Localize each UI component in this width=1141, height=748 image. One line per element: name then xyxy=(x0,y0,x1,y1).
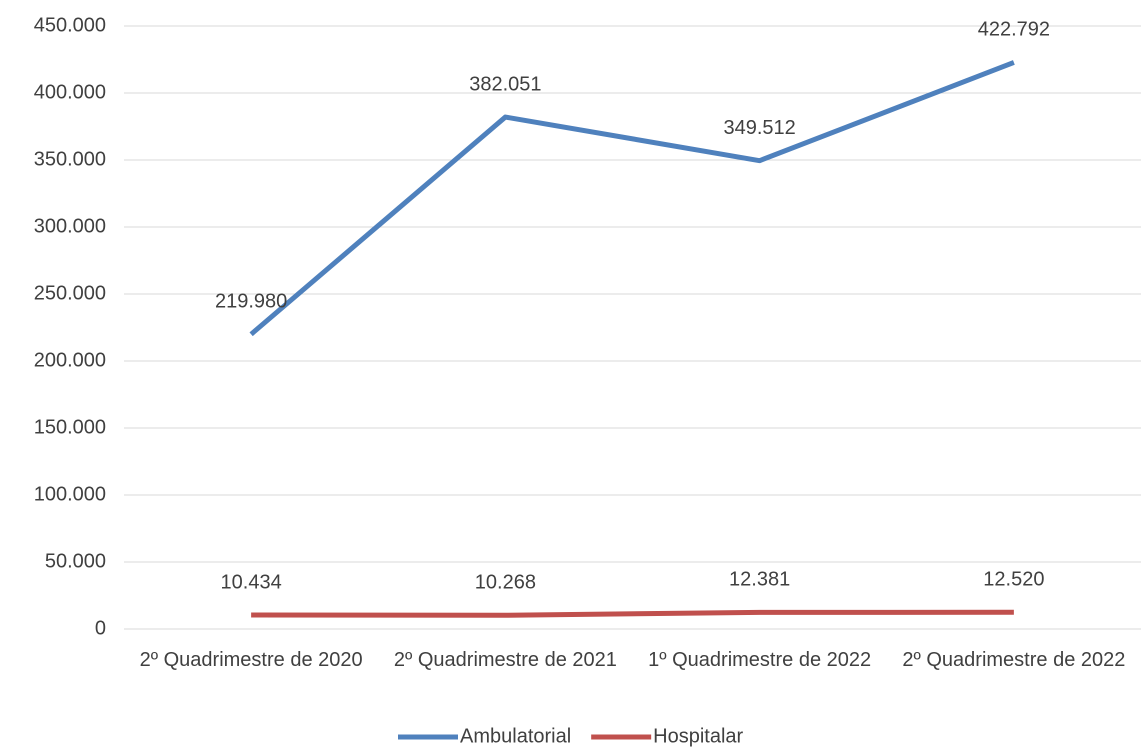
y-tick-label: 250.000 xyxy=(34,282,106,304)
legend-label: Hospitalar xyxy=(653,725,743,747)
data-label: 12.381 xyxy=(729,569,790,591)
y-tick-label: 100.000 xyxy=(34,483,106,505)
x-tick-label: 2º Quadrimestre de 2021 xyxy=(393,649,617,671)
y-tick-label: 150.000 xyxy=(34,416,106,438)
series-line xyxy=(249,60,1015,337)
legend-label: Ambulatorial xyxy=(460,725,571,747)
y-tick-label: 300.000 xyxy=(34,215,106,237)
data-label: 12.520 xyxy=(983,569,1044,591)
data-label: 422.792 xyxy=(978,19,1050,41)
series-line xyxy=(251,609,1014,618)
data-label: 10.434 xyxy=(221,571,282,593)
data-label: 349.512 xyxy=(723,117,795,139)
y-tick-label: 350.000 xyxy=(34,148,106,170)
data-label: 219.980 xyxy=(215,291,287,313)
y-tick-label: 200.000 xyxy=(34,349,106,371)
y-tick-label: 450.000 xyxy=(34,14,106,36)
y-tick-label: 50.000 xyxy=(45,550,106,572)
x-tick-label: 2º Quadrimestre de 2022 xyxy=(902,649,1126,671)
y-tick-label: 0 xyxy=(95,617,106,639)
x-tick-label: 1º Quadrimestre de 2022 xyxy=(648,649,872,671)
data-label: 382.051 xyxy=(469,73,541,95)
y-tick-label: 400.000 xyxy=(34,81,106,103)
x-tick-label: 2º Quadrimestre de 2020 xyxy=(139,649,363,671)
data-label: 10.268 xyxy=(475,572,536,594)
